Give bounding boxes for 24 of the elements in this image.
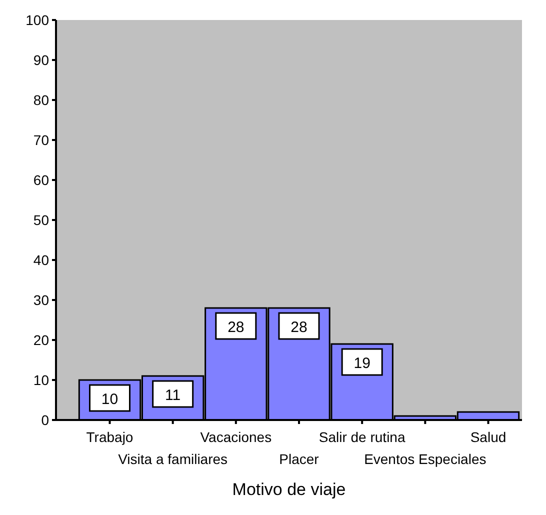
y-tick-label: 20 [33,332,50,348]
x-tick-label: Salir de rutina [318,429,406,445]
y-tick-label: 0 [41,412,50,428]
y-tick-label: 30 [33,292,50,308]
y-tick-label: 40 [33,252,50,268]
x-tick-label: Vacaciones [200,429,272,445]
y-tick-label: 50 [33,212,50,228]
y-tick-label: 100 [26,12,50,28]
y-tick-label: 60 [33,172,50,188]
y-tick-label: 70 [33,132,50,148]
data-label: 28 [228,319,244,336]
x-tick-label: Salud [470,429,506,445]
data-label: 10 [101,391,118,408]
x-axis-title: Motivo de viaje [232,480,346,499]
data-label: 11 [165,387,181,404]
data-label: 28 [290,319,308,336]
data-label: 19 [354,355,370,372]
y-tick-label: 10 [33,372,50,388]
x-tick-label: Eventos Especiales [364,451,486,467]
y-tick-label: 90 [33,52,50,68]
x-tick-label: Trabajo [86,429,134,445]
y-tick-label: 80 [33,92,50,108]
x-tick-label: Placer [279,451,320,467]
x-tick-label: Visita a familiares [118,451,228,467]
